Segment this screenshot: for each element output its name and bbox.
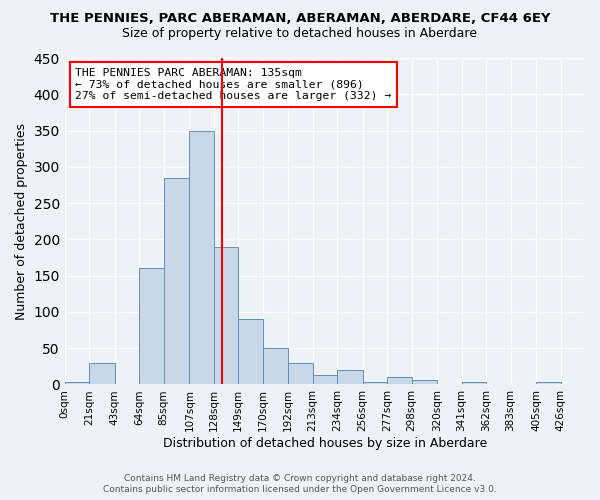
Bar [190,130,214,384]
Bar [337,370,363,384]
Bar [412,380,437,384]
Bar [139,268,164,384]
Y-axis label: Number of detached properties: Number of detached properties [15,122,28,320]
Bar [288,362,313,384]
X-axis label: Distribution of detached houses by size in Aberdare: Distribution of detached houses by size … [163,437,487,450]
Text: Size of property relative to detached houses in Aberdare: Size of property relative to detached ho… [122,28,478,40]
Text: THE PENNIES PARC ABERAMAN: 135sqm
← 73% of detached houses are smaller (896)
27%: THE PENNIES PARC ABERAMAN: 135sqm ← 73% … [75,68,391,101]
Bar [363,382,387,384]
Bar [89,362,115,384]
Bar [164,178,190,384]
Text: Contains HM Land Registry data © Crown copyright and database right 2024.
Contai: Contains HM Land Registry data © Crown c… [103,474,497,494]
Bar [461,382,486,384]
Bar [536,382,560,384]
Text: THE PENNIES, PARC ABERAMAN, ABERAMAN, ABERDARE, CF44 6EY: THE PENNIES, PARC ABERAMAN, ABERAMAN, AB… [50,12,550,24]
Bar [214,246,238,384]
Bar [263,348,288,385]
Bar [313,375,337,384]
Bar [387,377,412,384]
Bar [238,319,263,384]
Bar [65,382,89,384]
